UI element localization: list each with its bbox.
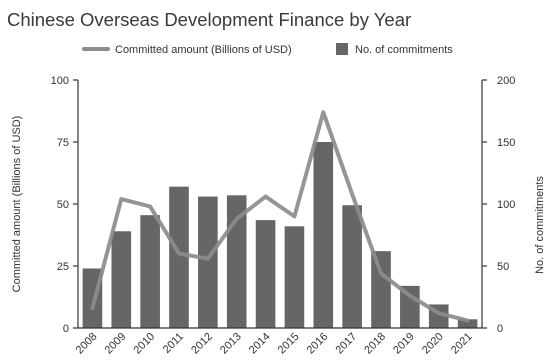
line-layer bbox=[90, 110, 470, 323]
x-tick-label: 2018 bbox=[362, 331, 388, 357]
x-tick-label: 2009 bbox=[103, 331, 129, 357]
bar-2011 bbox=[169, 186, 189, 328]
bar-2021 bbox=[457, 319, 478, 328]
right-tick-label: 50 bbox=[497, 261, 509, 273]
bar-2015 bbox=[284, 226, 305, 328]
bar-2010 bbox=[140, 215, 160, 328]
left-tick-label: 75 bbox=[57, 137, 69, 149]
legend-bar-swatch bbox=[336, 43, 348, 55]
legend: Committed amount (Billions of USD) No. o… bbox=[82, 43, 453, 56]
x-tick-label: 2011 bbox=[161, 331, 186, 356]
right-tick-label: 0 bbox=[497, 323, 503, 335]
x-tick-label: 2014 bbox=[247, 331, 273, 357]
right-tick-label: 100 bbox=[497, 199, 515, 211]
x-tick-label: 2019 bbox=[391, 331, 417, 357]
x-tick-label: 2015 bbox=[276, 331, 302, 357]
legend-line-label: Committed amount (Billions of USD) bbox=[115, 44, 292, 56]
left-tick-label: 0 bbox=[63, 323, 69, 335]
left-ticks: 0 25 50 75 100 bbox=[51, 75, 78, 335]
left-tick-label: 100 bbox=[51, 75, 69, 87]
bar-2018 bbox=[371, 251, 391, 328]
x-tick-label: 2016 bbox=[305, 331, 331, 357]
x-tick-label: 2012 bbox=[189, 331, 215, 357]
right-tick-label: 200 bbox=[497, 75, 515, 87]
right-ticks: 0 50 100 150 200 bbox=[482, 75, 515, 335]
right-axis-title: No. of commitments bbox=[534, 176, 546, 274]
legend-bar-label: No. of commitments bbox=[355, 44, 453, 56]
bar-2014 bbox=[255, 220, 276, 328]
bars-layer bbox=[82, 142, 478, 328]
x-tick-label: 2008 bbox=[74, 331, 100, 357]
x-tick-label: 2021 bbox=[449, 331, 475, 357]
x-tick-label: 2020 bbox=[420, 331, 446, 357]
left-tick-label: 25 bbox=[57, 261, 69, 273]
bar-2017 bbox=[342, 205, 362, 328]
x-ticks: 2008 2009 2010 2011 2012 2013 2014 2015 2016 2017… bbox=[74, 331, 475, 357]
left-axis-title: Committed amount (Billions of USD) bbox=[11, 116, 23, 293]
bar-2016 bbox=[313, 142, 334, 328]
x-tick-label: 2010 bbox=[131, 331, 157, 357]
committed-amount-line bbox=[90, 110, 470, 323]
bar-2012 bbox=[198, 196, 218, 328]
x-tick-label: 2017 bbox=[333, 331, 359, 357]
x-tick-label: 2013 bbox=[218, 331, 244, 357]
chart-title: Chinese Overseas Development Finance by … bbox=[7, 9, 411, 30]
bar-2009 bbox=[111, 231, 132, 328]
right-tick-label: 150 bbox=[497, 137, 515, 149]
left-tick-label: 50 bbox=[57, 199, 69, 211]
